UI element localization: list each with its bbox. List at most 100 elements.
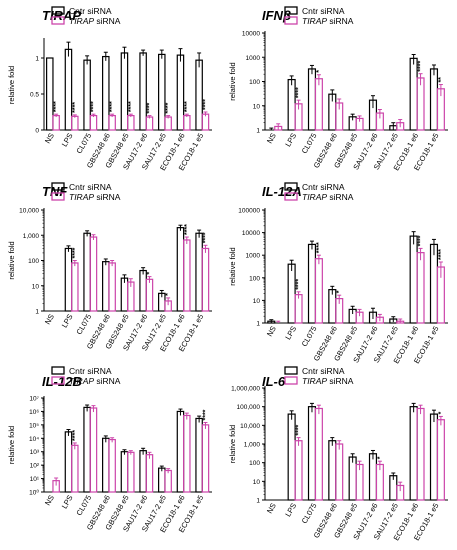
bar-control (83, 406, 91, 493)
bar-knockdown (164, 116, 172, 131)
bar-knockdown (335, 443, 344, 501)
bar-control (176, 227, 185, 312)
bar-knockdown (127, 114, 135, 131)
significance-marker: **** (202, 99, 209, 110)
legend-swatch-control (51, 6, 65, 15)
x-tick-label: CL075 (74, 494, 93, 518)
legend-label-knockdown: TIRAP siRNA (69, 376, 121, 386)
y-tick-label: 10⁷ (29, 396, 39, 403)
bar-control (429, 68, 439, 131)
significance-marker: * (377, 456, 384, 459)
bar-control (429, 413, 439, 501)
significance-marker: **** (202, 232, 209, 243)
legend-swatch-knockdown (51, 376, 65, 385)
legend-swatch-control (284, 182, 298, 191)
significance-marker: **** (184, 224, 191, 235)
bar-control (64, 48, 73, 131)
y-tick-label: 1 (35, 56, 39, 63)
x-tick-label: CL075 (74, 132, 93, 156)
significance-marker: **** (53, 101, 60, 112)
bar-knockdown (71, 262, 79, 312)
legend-label-knockdown: TIRAP siRNA (69, 192, 121, 202)
significance-marker: ** (438, 77, 445, 83)
bar-control (195, 232, 203, 312)
legend-label-control: Cntr siRNA (69, 366, 112, 376)
y-tick-label: 1000 (246, 55, 261, 62)
bar-knockdown (436, 419, 445, 501)
bar-knockdown (89, 407, 98, 493)
bar-knockdown (127, 451, 135, 493)
y-tick-label: 100000 (238, 208, 260, 215)
x-tick-label: LPS (283, 325, 298, 342)
significance-marker: **** (316, 242, 323, 253)
legend-label-control: Cntr siRNA (69, 182, 112, 192)
y-axis-label: relative fold (228, 425, 237, 463)
y-tick-label: 1,000 (23, 233, 40, 240)
bar-control (307, 243, 317, 324)
legend-knockdown-suffix: siRNA (327, 192, 354, 202)
legend-swatch-knockdown (51, 192, 65, 201)
significance-marker: **** (418, 61, 425, 72)
significance-marker: * (438, 411, 445, 414)
legend-knockdown-gene: TIRAP (69, 192, 94, 202)
significance-marker: **** (72, 102, 79, 113)
x-tick-label: LPS (60, 132, 75, 149)
y-tick-label: 10 (32, 283, 40, 290)
legend-knockdown-suffix: siRNA (94, 192, 121, 202)
legend-swatch-control (51, 182, 65, 191)
significance-marker: **** (296, 424, 303, 435)
bar-control (64, 431, 73, 493)
x-tick-label: CL075 (300, 502, 319, 526)
bar-knockdown (314, 258, 323, 324)
bar-knockdown (71, 444, 79, 493)
legend-swatch-control (284, 366, 298, 375)
y-tick-label: 0.5 (30, 92, 39, 99)
bar-knockdown (89, 114, 98, 131)
bar-control (368, 453, 378, 501)
legend-knockdown-suffix: siRNA (327, 16, 354, 26)
y-tick-label: 10² (30, 463, 40, 470)
significance-marker: **** (202, 409, 209, 420)
bar-knockdown (89, 236, 98, 312)
bar-control (139, 52, 147, 131)
bar-control (195, 417, 203, 493)
panel-title: IL-6 (262, 374, 286, 389)
y-tick-label: 100 (249, 275, 260, 282)
legend-label-control: Cntr siRNA (302, 366, 345, 376)
legend-swatch-knockdown (284, 16, 298, 25)
bar-control (102, 261, 110, 312)
bar-knockdown (164, 469, 172, 493)
y-tick-label: 1 (256, 128, 260, 135)
bar-knockdown (416, 252, 425, 324)
bar-control (120, 277, 129, 312)
x-tick-label: NS (43, 313, 56, 327)
x-tick-label: CL075 (300, 325, 319, 349)
bar-knockdown (71, 115, 79, 131)
y-tick-label: 1,000 (244, 442, 261, 449)
y-axis-label: relative fold (7, 426, 16, 464)
bar-control (348, 456, 357, 501)
significance-marker: * (165, 293, 172, 296)
significance-marker: **** (72, 247, 79, 258)
bar-control (409, 57, 418, 131)
y-tick-label: 100 (28, 258, 39, 265)
bar-knockdown (183, 114, 191, 131)
bar-control (287, 263, 296, 324)
bar-control (307, 406, 317, 501)
y-tick-label: 10 (253, 298, 261, 305)
significance-marker: **** (90, 101, 97, 112)
bar-control (102, 437, 110, 493)
x-tick-label: NS (265, 502, 278, 516)
legend-knockdown-suffix: siRNA (327, 376, 354, 386)
significance-marker: * (146, 272, 153, 275)
bar-knockdown (108, 114, 116, 131)
bar-control (139, 450, 147, 493)
legend-swatch-knockdown (51, 16, 65, 25)
legend-swatch-control (284, 6, 298, 15)
bar-knockdown (183, 414, 191, 493)
legend-label-knockdown: TIRAP siRNA (302, 376, 354, 386)
